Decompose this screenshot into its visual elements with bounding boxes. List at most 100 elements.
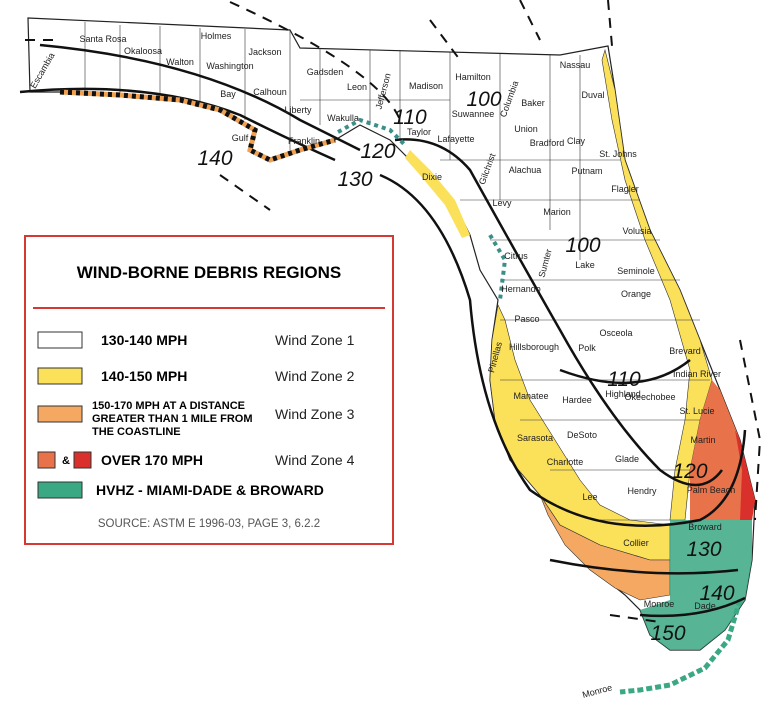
county-label: Walton (166, 57, 194, 67)
zone-2-bigbend (405, 150, 470, 238)
map-base (19, 0, 762, 695)
county-label: Leon (347, 82, 367, 92)
contour-labels: 140 130 120 110 100 100 110 120 130 140 150 (197, 88, 734, 645)
contour-label: 120 (360, 140, 395, 163)
county-label: Dade (694, 601, 716, 611)
bigbend-dots (337, 117, 508, 301)
county-label: Palm Beach (687, 485, 736, 495)
county-label: Wakulla (327, 113, 359, 123)
county-label: Gulf (232, 133, 249, 143)
zone-3-southwest (539, 494, 671, 601)
county-label: Citrus (504, 251, 528, 261)
legend-label: GREATER THAN 1 MILE FROM (92, 413, 253, 425)
county-label: Glade (615, 454, 639, 464)
county-label: Dixie (422, 172, 442, 182)
legend-label: 150-170 MPH AT A DISTANCE (92, 400, 245, 412)
contour-label: 120 (672, 460, 707, 483)
legend-swatch (73, 451, 92, 469)
legend-swatch (37, 451, 56, 469)
county-label: Santa Rosa (79, 34, 126, 44)
county-label: Sarasota (517, 433, 553, 443)
legend-label: OVER 170 MPH (101, 452, 203, 468)
legend-label: 130-140 MPH (101, 332, 187, 348)
county-label: Hamilton (455, 72, 491, 82)
zone-4-red (735, 430, 755, 520)
county-label: Taylor (407, 127, 431, 137)
legend-swatch (37, 405, 83, 423)
legend-title: WIND-BORNE DEBRIS REGIONS (77, 263, 341, 282)
county-label: Seminole (617, 266, 655, 276)
county-label: Holmes (201, 31, 232, 41)
county-label: Nassau (560, 60, 591, 70)
county-label: Gadsden (307, 67, 344, 77)
county-label: Flagler (611, 184, 639, 194)
county-label: Highland (605, 389, 641, 399)
county-label: Orange (621, 289, 651, 299)
county-label: Bay (220, 89, 236, 99)
county-label: Duval (581, 90, 604, 100)
contours (19, 43, 747, 618)
contour-label: 130 (337, 168, 372, 191)
county-label: Clay (567, 136, 586, 146)
county-label: Putnam (571, 166, 602, 176)
county-label: Monroe (581, 682, 613, 700)
legend-zone: Wind Zone 4 (275, 452, 355, 468)
county-label: Suwannee (452, 109, 495, 119)
legend-label: THE COASTLINE (92, 426, 181, 438)
county-label: Union (514, 124, 538, 134)
legend-separator: & (62, 455, 70, 467)
county-label: Marion (543, 207, 571, 217)
county-label: Manatee (513, 391, 548, 401)
legend-swatch (37, 367, 83, 385)
county-label: Polk (578, 343, 596, 353)
county-lines (84, 22, 710, 521)
dashed-contours (25, 0, 762, 623)
legend: WIND-BORNE DEBRIS REGIONS SOURCE: ASTM E… (24, 235, 394, 545)
county-label: Madison (409, 81, 443, 91)
county-label: Levy (492, 198, 512, 208)
county-label: Broward (688, 522, 722, 532)
county-label: Charlotte (547, 457, 584, 467)
county-label: Hernando (501, 284, 541, 294)
contour-label: 110 (393, 106, 427, 129)
county-label: Collier (623, 538, 649, 548)
county-label: Baker (521, 98, 545, 108)
county-label: Lee (582, 492, 597, 502)
county-label: St. Lucie (679, 406, 714, 416)
county-label: Hardee (562, 395, 592, 405)
county-label: Liberty (284, 105, 312, 115)
county-label: Pasco (514, 314, 539, 324)
county-label: Martin (690, 435, 715, 445)
contour-label: 110 (607, 368, 641, 391)
county-label: Bradford (530, 138, 565, 148)
legend-label: HVHZ - MIAMI-DADE & BROWARD (96, 482, 324, 498)
county-label: Jackson (248, 47, 281, 57)
county-label: DeSoto (567, 430, 597, 440)
contour-label: 100 (565, 234, 600, 257)
legend-zone: Wind Zone 1 (275, 332, 355, 348)
contour-label: 140 (197, 147, 232, 170)
county-label: Lake (575, 260, 595, 270)
legend-box (24, 235, 394, 545)
contour-label: 130 (686, 538, 721, 561)
county-label: Lafayette (437, 134, 474, 144)
contour-label: 140 (699, 582, 734, 605)
county-label: St. Johns (599, 149, 637, 159)
county-label: Osceola (599, 328, 632, 338)
contour-label: 100 (466, 88, 501, 111)
county-label: Indian River (673, 369, 721, 379)
contour-label: 150 (650, 622, 685, 645)
county-label: Alachua (509, 165, 542, 175)
zone-4-east (690, 380, 755, 520)
county-label: Volusia (622, 226, 651, 236)
hvhz-zone (640, 520, 752, 650)
legend-swatch (37, 481, 83, 499)
legend-source: SOURCE: ASTM E 1996-03, PAGE 3, 6.2.2 (98, 518, 320, 530)
legend-label: 140-150 MPH (101, 368, 187, 384)
county-label: Okeechobee (624, 392, 675, 402)
county-label: Hendry (627, 486, 657, 496)
county-label: Monroe (644, 599, 675, 609)
county-label: Okaloosa (124, 46, 162, 56)
legend-zone: Wind Zone 2 (275, 368, 355, 384)
